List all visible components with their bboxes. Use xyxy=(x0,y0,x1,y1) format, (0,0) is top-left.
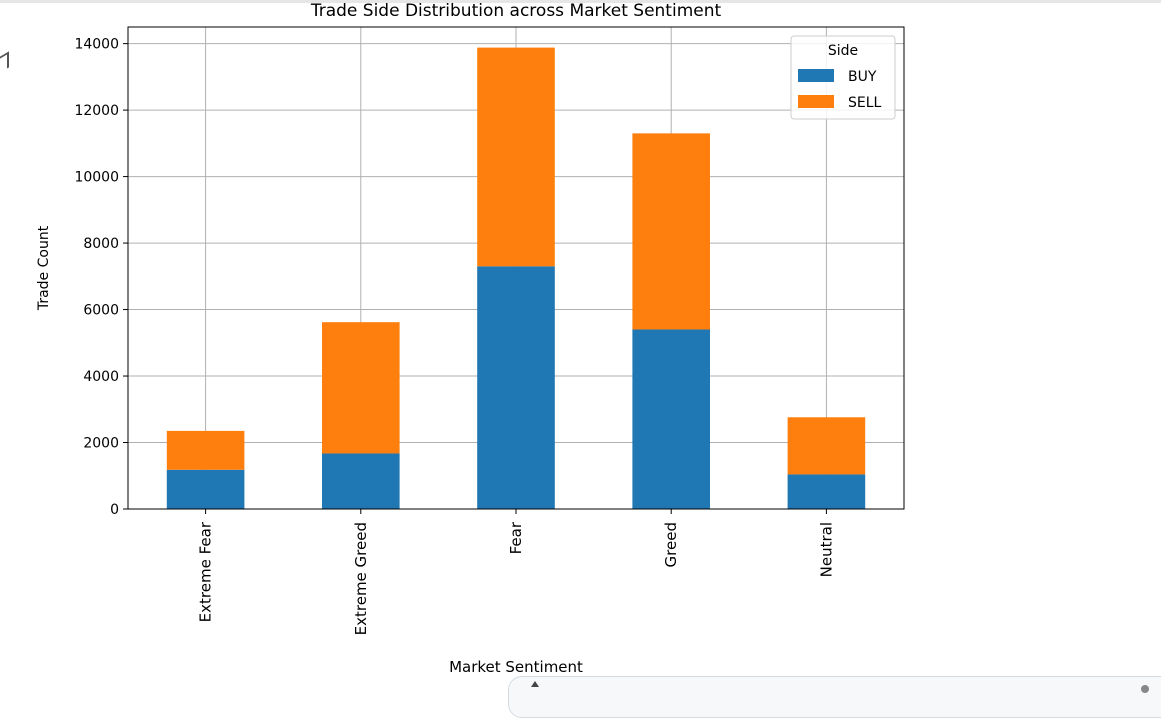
x-tick-label: Greed xyxy=(662,522,680,567)
stacked-bar-chart: Trade Side Distribution across Market Se… xyxy=(36,1,905,676)
legend-label-buy: BUY xyxy=(848,69,877,85)
legend: Side BUY SELL xyxy=(790,35,896,120)
legend-title: Side xyxy=(828,43,858,59)
bar-sell-extreme-fear xyxy=(166,430,245,470)
x-tick-label: Neutral xyxy=(817,522,835,577)
caret-up-icon[interactable] xyxy=(531,681,539,687)
y-tick-label: 10000 xyxy=(74,170,119,186)
bar-sell-greed xyxy=(632,133,710,330)
bar-buy-fear xyxy=(477,266,555,509)
legend-label-sell: SELL xyxy=(848,95,882,111)
bar-layer xyxy=(166,47,866,509)
legend-swatch-buy xyxy=(798,69,834,82)
y-tick-label: 4000 xyxy=(83,369,119,385)
legend-items: BUY SELL xyxy=(798,69,882,111)
status-dot-icon xyxy=(1141,685,1149,693)
x-axis-label: Market Sentiment xyxy=(449,658,583,676)
y-tick-label: 8000 xyxy=(83,236,119,252)
y-tick-label: 14000 xyxy=(74,37,119,53)
bar-buy-extreme-fear xyxy=(166,469,245,509)
top-rule xyxy=(0,0,1161,3)
chart-title: Trade Side Distribution across Market Se… xyxy=(310,1,722,21)
x-tick-label: Fear xyxy=(507,521,525,554)
y-axis-label: Trade Count xyxy=(36,225,52,311)
x-tick-label: Extreme Fear xyxy=(197,521,215,622)
bar-buy-greed xyxy=(632,329,710,509)
y-tick-label: 2000 xyxy=(83,436,119,452)
bar-sell-fear xyxy=(477,47,555,267)
legend-swatch-sell xyxy=(798,95,834,108)
y-tick-label: 0 xyxy=(110,502,119,518)
y-tick-label: 12000 xyxy=(74,103,119,119)
y-axis-ticks: 0 2000 4000 6000 8000 10000 12000 14000 xyxy=(74,37,128,518)
x-axis-ticks: Extreme Fear Extreme Greed Fear Greed Neutra… xyxy=(197,509,835,635)
bar-sell-extreme-greed xyxy=(322,322,400,454)
bar-buy-neutral xyxy=(787,474,866,509)
x-tick-label: Extreme Greed xyxy=(352,522,370,635)
y-tick-label: 6000 xyxy=(83,303,119,319)
bar-sell-neutral xyxy=(787,417,866,475)
bottom-panel xyxy=(508,676,1161,718)
bar-buy-extreme-greed xyxy=(322,453,400,509)
